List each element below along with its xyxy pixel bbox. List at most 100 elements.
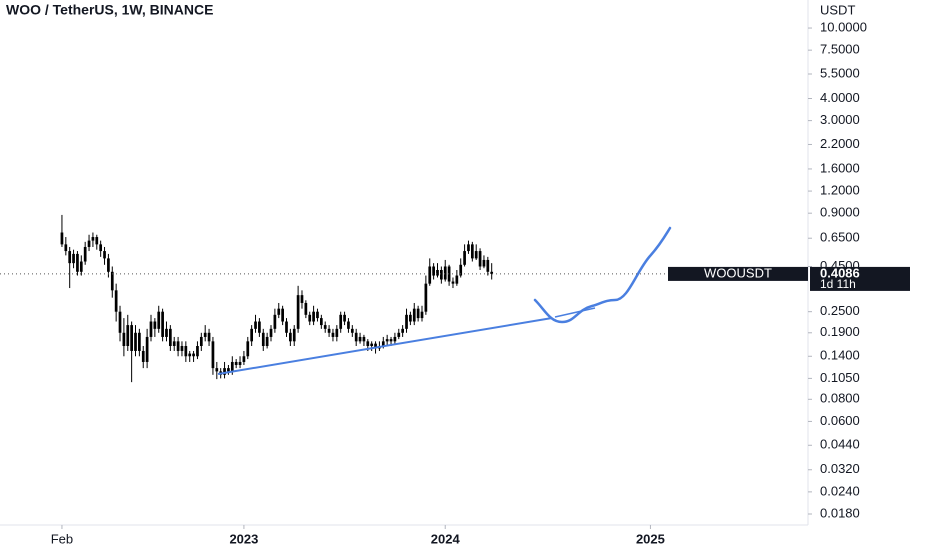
projection-drawing	[554, 307, 596, 318]
y-tick-label: 0.2500	[820, 303, 860, 318]
last-price-box	[810, 266, 910, 291]
candle-body	[443, 266, 447, 280]
candle-body	[281, 308, 284, 322]
candle-body	[428, 266, 432, 284]
x-tick-label: 2025	[636, 531, 665, 546]
plot	[60, 214, 494, 383]
candle-body	[285, 321, 288, 333]
candle-body	[172, 341, 176, 347]
y-tick-label: 0.0440	[820, 437, 860, 452]
candle-body	[153, 321, 157, 329]
candle-body	[366, 341, 370, 347]
y-tick-label: 0.0240	[820, 483, 860, 498]
candle-body	[455, 275, 459, 284]
candle-body	[134, 332, 137, 351]
y-tick-label: 2.2000	[820, 136, 860, 151]
candle-body	[482, 259, 486, 267]
candle-body	[424, 283, 428, 312]
candle-body	[192, 353, 195, 357]
candle-body	[459, 264, 463, 276]
y-tick-label: 1.6000	[820, 160, 860, 175]
candle-body	[91, 237, 95, 241]
candle-body	[308, 314, 312, 322]
candle-body	[118, 311, 122, 333]
candle-body	[289, 332, 292, 342]
candle-body	[354, 332, 358, 342]
candle-body	[385, 339, 389, 342]
candle-body	[374, 343, 377, 349]
candle-body	[107, 258, 110, 272]
countdown-label: 1d 11h	[820, 277, 856, 291]
candle-body	[269, 328, 273, 337]
candle-body	[416, 308, 420, 319]
candle-body	[296, 295, 300, 329]
candle-body	[145, 336, 149, 362]
candle-body	[254, 321, 257, 329]
y-axis-label: USDT	[820, 2, 855, 17]
candle-body	[339, 314, 343, 329]
candle-body	[486, 259, 490, 272]
candle-body	[370, 343, 374, 347]
candle-body	[440, 269, 443, 280]
candle-body	[87, 240, 91, 247]
candle-body	[381, 341, 385, 347]
candle-body	[230, 361, 234, 372]
y-tick-label: 0.6500	[820, 230, 860, 245]
candle-body	[95, 237, 99, 245]
candle-body	[409, 314, 412, 322]
y-tick-label: 0.0800	[820, 391, 860, 406]
y-tick-label: 10.0000	[820, 19, 867, 34]
candle-body	[238, 361, 242, 365]
candle-body	[432, 266, 435, 276]
candle-body	[490, 271, 494, 274]
candle-body	[304, 302, 308, 315]
candle-body	[389, 339, 393, 342]
candle-body	[242, 356, 246, 362]
candle-body	[412, 308, 416, 322]
y-tick-label: 3.0000	[820, 112, 860, 127]
candle-body	[261, 332, 265, 347]
candle-body	[180, 346, 184, 351]
y-tick-label: 0.1900	[820, 324, 860, 339]
x-tick-label: 2024	[431, 531, 461, 546]
candle-body	[72, 253, 75, 264]
x-tick-label: Feb	[51, 531, 73, 546]
candle-body	[323, 325, 327, 329]
candle-body	[215, 368, 219, 372]
candle-body	[130, 325, 133, 351]
candle-body	[207, 332, 211, 342]
candle-body	[273, 314, 277, 329]
candle-body	[79, 261, 83, 272]
candle-body	[401, 328, 404, 333]
projection-drawing	[533, 226, 672, 324]
candle-body	[188, 353, 192, 357]
candle-body	[246, 341, 250, 357]
candle-body	[76, 253, 79, 272]
symbol-label: WOOUSDT	[704, 265, 772, 280]
y-tick-label: 0.0320	[820, 461, 860, 476]
candle-body	[478, 251, 482, 267]
candle-body	[110, 271, 114, 291]
candle-body	[319, 318, 323, 326]
candle-body	[258, 321, 261, 333]
candle-body	[350, 328, 354, 333]
candle-body	[165, 328, 168, 337]
candle-body	[463, 251, 466, 265]
candle-body	[358, 336, 362, 342]
candle-body	[316, 311, 319, 319]
candle-body	[60, 232, 64, 245]
candle-body	[196, 346, 199, 357]
candle-body	[474, 251, 478, 259]
candle-body	[227, 368, 230, 372]
y-tick-label: 0.1050	[820, 370, 860, 385]
candle-body	[168, 328, 172, 347]
candle-body	[362, 336, 366, 342]
y-tick-label: 0.9000	[820, 205, 860, 220]
chart-title: WOO / TetherUS, 1W, BINANCE	[6, 2, 213, 18]
y-tick-label: 1.2000	[820, 183, 860, 198]
y-tick-label: 7.5000	[820, 42, 860, 57]
candle-body	[234, 361, 238, 365]
candle-body	[176, 341, 180, 351]
candle-body	[203, 332, 207, 337]
candle-body	[157, 311, 161, 329]
